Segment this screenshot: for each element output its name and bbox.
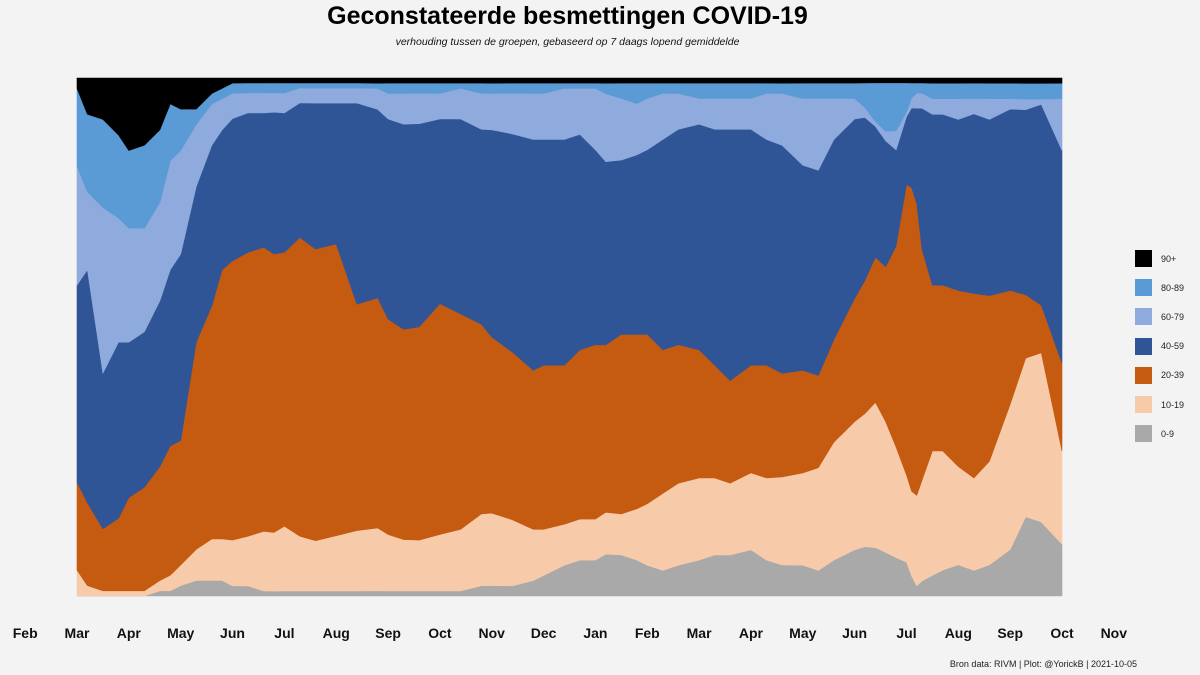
- x-tick-label: Jul: [896, 625, 916, 641]
- legend-item-10-19: 10-19: [1135, 390, 1195, 419]
- legend-label: 20-39: [1161, 370, 1185, 381]
- x-tick-label: Feb: [635, 625, 660, 641]
- x-tick-label: Nov: [478, 625, 505, 641]
- x-tick-label: Apr: [739, 625, 764, 641]
- legend-label: 0-9: [1161, 428, 1175, 439]
- source-caption: Bron data: RIVM | Plot: @YorickB | 2021-…: [949, 659, 1137, 669]
- x-tick-label: Jun: [842, 625, 867, 641]
- x-tick-label: Sep: [997, 625, 1023, 641]
- x-tick-label: Sep: [375, 625, 401, 641]
- legend-item-80-89: 80-89: [1135, 273, 1195, 302]
- area-series-90+: [76, 77, 1063, 151]
- legend: 90+ 80-89 60-79 40-59 20-39 10-19 0-9: [1135, 244, 1195, 448]
- legend-item-60-79: 60-79: [1135, 302, 1195, 331]
- x-axis-ticks: Feb Mar Apr May Jun Jul Aug Sep Oct Nov Dec Jan Feb M…: [13, 625, 1127, 641]
- x-tick-label: Mar: [687, 625, 712, 641]
- legend-item-0-9: 0-9: [1135, 419, 1195, 448]
- x-tick-label: Mar: [65, 625, 90, 641]
- legend-swatch: [1135, 425, 1152, 443]
- legend-item-40-59: 40-59: [1135, 332, 1195, 361]
- legend-label: 60-79: [1161, 311, 1185, 322]
- x-tick-label: Aug: [323, 625, 350, 641]
- legend-item-20-39: 20-39: [1135, 361, 1195, 390]
- chart-subtitle: verhouding tussen de groepen, gebaseerd …: [395, 36, 740, 48]
- area-series-group: [76, 77, 1063, 597]
- legend-swatch: [1135, 250, 1152, 268]
- x-tick-label: Aug: [945, 625, 972, 641]
- legend-swatch: [1135, 366, 1152, 384]
- x-tick-label: Jul: [274, 625, 294, 641]
- legend-label: 40-59: [1161, 341, 1185, 352]
- legend-swatch: [1135, 308, 1152, 326]
- x-tick-label: Apr: [117, 625, 142, 641]
- x-tick-label: Oct: [1050, 625, 1074, 641]
- chart-title: Geconstateerde besmettingen COVID-19: [327, 2, 808, 30]
- legend-item-90+: 90+: [1135, 244, 1195, 273]
- legend-label: 90+: [1161, 253, 1177, 264]
- legend-label: 10-19: [1161, 399, 1185, 410]
- x-tick-label: Jun: [220, 625, 245, 641]
- x-tick-label: Oct: [428, 625, 452, 641]
- x-tick-label: Dec: [531, 625, 557, 641]
- legend-swatch: [1135, 279, 1152, 297]
- x-tick-label: May: [789, 625, 816, 641]
- x-tick-label: Jan: [583, 625, 607, 641]
- x-tick-label: Feb: [13, 625, 38, 641]
- x-tick-label: May: [167, 625, 194, 641]
- x-tick-label: Nov: [1101, 625, 1128, 641]
- legend-label: 80-89: [1161, 282, 1185, 293]
- legend-swatch: [1135, 396, 1152, 414]
- legend-swatch: [1135, 337, 1152, 355]
